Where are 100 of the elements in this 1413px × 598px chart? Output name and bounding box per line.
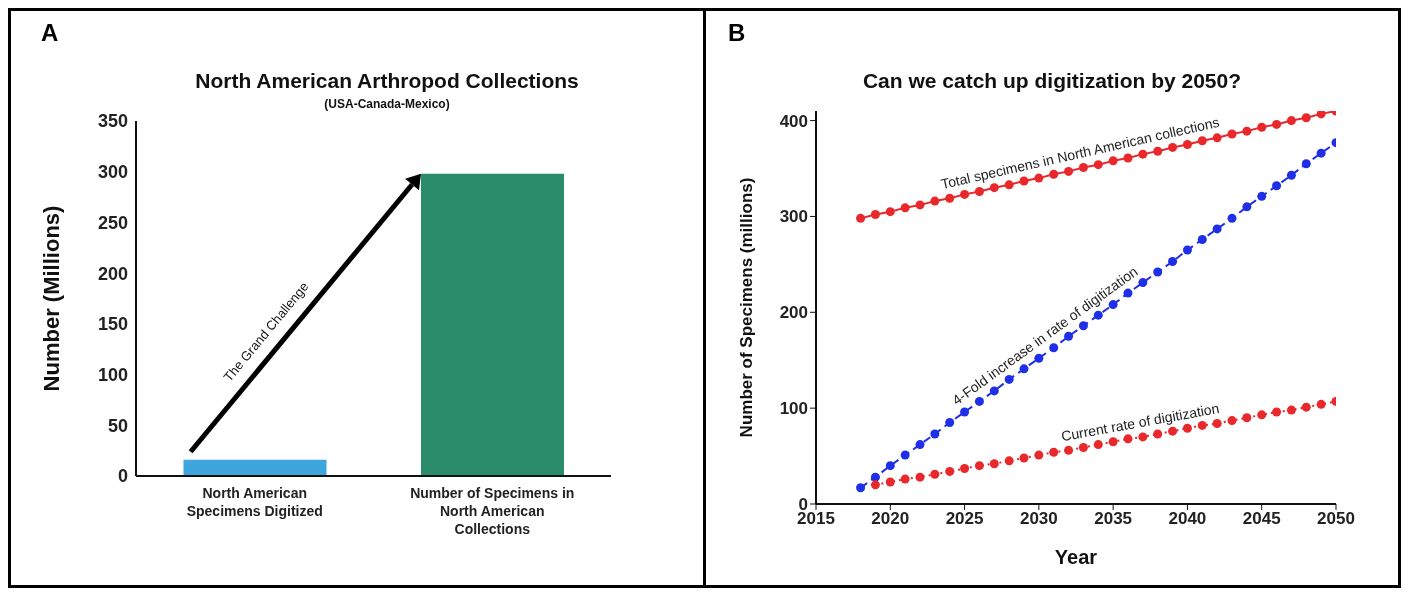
x-tick-label: 2045	[1242, 509, 1281, 529]
point	[885, 477, 895, 487]
point	[1301, 113, 1311, 123]
chart-title: North American Arthropod Collections	[194, 69, 580, 93]
point	[1064, 166, 1074, 176]
x-tick-label: 2020	[871, 509, 910, 529]
y-tick-label: 200	[97, 263, 128, 284]
point	[1108, 156, 1118, 166]
point	[1138, 278, 1148, 288]
point	[900, 450, 910, 460]
point	[1019, 453, 1029, 463]
y-tick-label: 300	[97, 162, 128, 183]
y-tick-label: 400	[779, 111, 808, 131]
point	[1227, 416, 1237, 426]
point	[1123, 434, 1133, 444]
point	[989, 386, 999, 396]
text: Current rate of digitization	[1059, 399, 1221, 445]
point	[1257, 191, 1267, 201]
point	[930, 429, 940, 439]
point	[900, 203, 910, 213]
y-axis-title: Number of Specimens (millions)	[737, 177, 757, 438]
point	[1316, 111, 1326, 119]
point	[1272, 181, 1282, 191]
point	[930, 469, 940, 479]
x-axis-title: Year	[1054, 546, 1098, 568]
point	[1286, 170, 1296, 180]
y-tick-label: 50	[107, 415, 128, 436]
y-tick-label: 0	[117, 466, 128, 487]
text: B	[728, 19, 746, 47]
point	[1093, 160, 1103, 170]
point	[1316, 399, 1326, 409]
point	[1078, 442, 1088, 452]
point	[1272, 119, 1282, 129]
point	[1153, 146, 1163, 156]
point	[1064, 445, 1074, 455]
point	[1212, 224, 1222, 234]
point	[1242, 126, 1252, 136]
x-tick-label: 2050	[1317, 509, 1355, 529]
x-tick-label: North American Specimens Digitized	[186, 485, 323, 519]
y-tick-label: 100	[779, 399, 808, 419]
point	[856, 213, 866, 223]
x-tick-label: 2025	[945, 509, 984, 529]
y-tick-label: 100	[97, 364, 128, 385]
point	[1153, 429, 1163, 439]
point	[1138, 432, 1148, 442]
point	[870, 480, 880, 490]
point	[915, 200, 925, 210]
y-axis-title: Number (Millions)	[38, 205, 64, 392]
x-tick-label: 2030	[1019, 509, 1058, 529]
point	[1049, 447, 1059, 457]
point	[885, 207, 895, 217]
point	[930, 196, 940, 206]
y-tick-label: 150	[97, 314, 128, 335]
point	[1286, 116, 1296, 126]
point	[974, 187, 984, 197]
point	[1168, 142, 1178, 152]
point	[945, 193, 955, 203]
point	[1168, 256, 1178, 266]
x-tick-label: 2035	[1094, 509, 1133, 529]
point	[1168, 426, 1178, 436]
point	[1286, 405, 1296, 415]
point	[1227, 129, 1237, 139]
point	[989, 183, 999, 193]
point	[1078, 321, 1088, 331]
point	[1272, 407, 1282, 417]
point	[960, 464, 970, 474]
point	[945, 418, 955, 428]
point	[1227, 213, 1237, 223]
point	[960, 189, 970, 199]
point	[870, 210, 880, 220]
point	[1316, 148, 1326, 158]
y-tick-label: 250	[97, 212, 128, 233]
point	[1049, 343, 1059, 353]
point	[1301, 402, 1311, 412]
point	[1049, 169, 1059, 179]
point	[1197, 234, 1207, 244]
point	[974, 461, 984, 471]
x-tick-label: Number of Specimens in North American Collections	[410, 485, 575, 537]
point	[885, 461, 895, 471]
text: A	[41, 19, 59, 47]
point	[1257, 122, 1267, 132]
point	[1004, 456, 1014, 466]
point	[856, 483, 866, 493]
point	[870, 472, 880, 482]
chart-subtitle: (USA-Canada-Mexico)	[323, 97, 451, 111]
y-tick-label: 200	[779, 303, 808, 323]
point	[1257, 410, 1267, 420]
point	[1078, 163, 1088, 173]
point	[1153, 267, 1163, 277]
chart-title: Can we catch up digitization by 2050?	[861, 69, 1243, 93]
point	[1108, 437, 1118, 447]
point	[900, 474, 910, 484]
point	[945, 466, 955, 476]
point	[1242, 413, 1252, 423]
point	[1034, 450, 1044, 460]
y-tick-label: 300	[779, 207, 808, 227]
point	[1301, 159, 1311, 169]
point	[915, 472, 925, 482]
point	[1034, 353, 1044, 363]
text: Total specimens in North American collections	[939, 113, 1221, 193]
